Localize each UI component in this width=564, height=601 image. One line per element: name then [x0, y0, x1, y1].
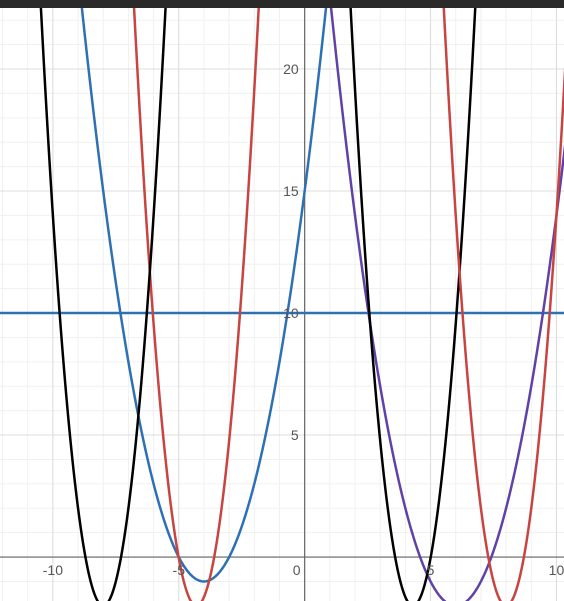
x-tick-label: 10 [549, 562, 564, 578]
x-tick-label: 5 [427, 562, 435, 578]
y-tick-label: 5 [291, 427, 299, 443]
y-tick-label: 20 [283, 61, 299, 77]
y-tick-label: 15 [283, 183, 299, 199]
x-tick-label: -5 [173, 562, 186, 578]
chart-area[interactable]: -10 -5 0 5 10 5 10 15 20 [0, 8, 564, 601]
x-tick-label: 0 [293, 562, 301, 578]
chart-svg: -10 -5 0 5 10 5 10 15 20 [0, 8, 564, 601]
y-tick-label: 10 [283, 305, 299, 321]
top-bar [0, 0, 564, 8]
x-tick-label: -10 [43, 562, 63, 578]
